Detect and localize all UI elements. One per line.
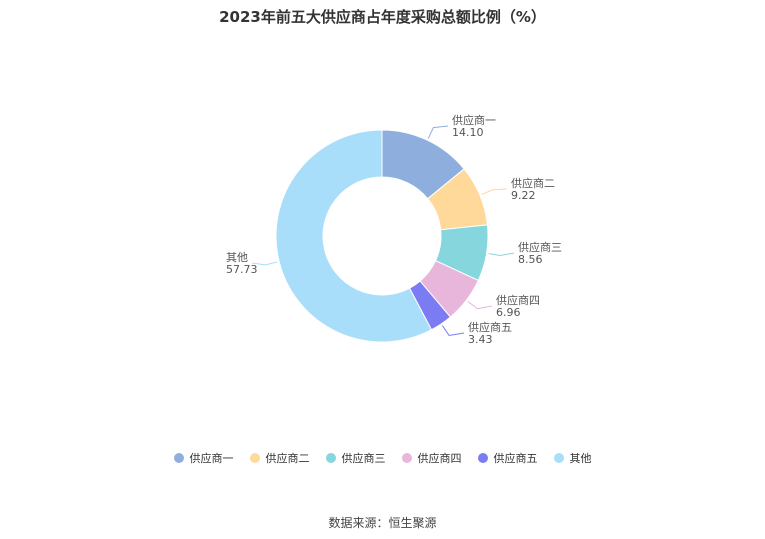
slice-label-name: 供应商四 <box>496 293 540 307</box>
legend-marker <box>173 453 184 463</box>
slice-label-value: 6.96 <box>496 306 521 319</box>
slice-label-name: 供应商三 <box>518 240 562 254</box>
slice-label-value: 8.56 <box>518 253 543 266</box>
leader-line-6 <box>251 261 278 266</box>
legend-label: 供应商五 <box>493 452 538 465</box>
slice-label-name: 其他 <box>226 251 248 264</box>
legend-item-supplier-4[interactable]: 供应商四 <box>401 450 462 466</box>
leader-line-3 <box>488 252 515 257</box>
slice-label-value: 14.10 <box>452 126 484 139</box>
slice-label-value: 57.73 <box>226 263 258 276</box>
leader-line-2 <box>481 188 508 195</box>
legend-label: 供应商一 <box>189 452 234 465</box>
slice-label-value: 9.22 <box>511 189 536 202</box>
legend-label: 供应商三 <box>341 452 386 465</box>
legend-item-supplier-3[interactable]: 供应商三 <box>325 450 386 466</box>
slice-6[interactable] <box>275 129 433 343</box>
legend-item-supplier-1[interactable]: 供应商一 <box>173 450 234 466</box>
legend-marker <box>477 453 488 463</box>
legend-label: 供应商二 <box>265 452 310 465</box>
leader-line-5 <box>441 325 465 337</box>
slice-label-name: 供应商五 <box>468 320 512 334</box>
legend-label: 其他 <box>569 452 592 465</box>
slice-group <box>275 129 489 343</box>
leader-line-1 <box>427 125 449 139</box>
slice-label-name: 供应商一 <box>452 113 496 127</box>
legend-item-supplier-2[interactable]: 供应商二 <box>249 450 310 466</box>
legend-marker <box>249 453 260 463</box>
legend-marker <box>325 453 336 463</box>
data-source: 数据来源：恒生聚源 <box>328 516 437 530</box>
slice-label-name: 供应商二 <box>511 176 555 190</box>
chart-title: 2023年前五大供应商占年度采购总额比例（%） <box>219 8 546 26</box>
legend: 供应商一 供应商二 供应商三 供应商四 供应商五 其他 <box>0 450 765 466</box>
legend-marker <box>401 453 412 463</box>
slice-label-value: 3.43 <box>468 333 493 346</box>
legend-item-other[interactable]: 其他 <box>553 450 592 466</box>
leader-line-4 <box>467 301 493 310</box>
legend-label: 供应商四 <box>417 452 462 465</box>
legend-item-supplier-5[interactable]: 供应商五 <box>477 450 538 466</box>
legend-marker <box>553 453 564 463</box>
